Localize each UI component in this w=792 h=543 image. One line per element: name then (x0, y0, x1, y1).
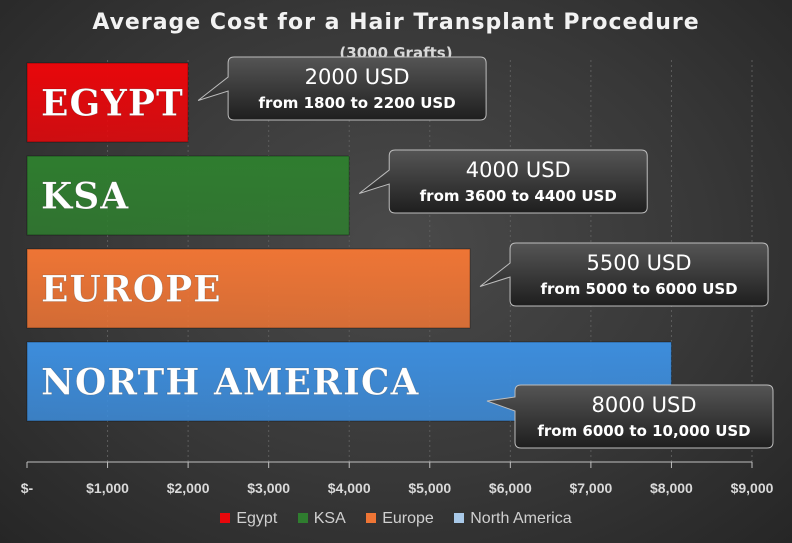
legend-label-egypt: Egypt (236, 510, 278, 527)
legend-label-north-america: North America (470, 510, 572, 527)
callout-value-europe: 5500 USD (587, 251, 692, 275)
legend-label-europe: Europe (382, 510, 434, 527)
x-tick-label-3000: $3,000 (247, 480, 290, 496)
bar-label-egypt: EGYPT (41, 83, 184, 125)
callout-egypt (197, 56, 487, 121)
callout-value-egypt: 2000 USD (305, 65, 410, 89)
legend-item-north-america: North America (454, 510, 572, 528)
callout-north-america (486, 384, 774, 449)
legend-item-ksa: KSA (297, 510, 346, 528)
bar-ksa (26, 155, 350, 236)
x-tick-label-5000: $5,000 (408, 480, 451, 496)
x-tick-label-7000: $7,000 (569, 480, 612, 496)
legend-label-ksa: KSA (313, 510, 346, 527)
callout-range-ksa: from 3600 to 4400 USD (420, 187, 617, 205)
legend-swatch-europe (366, 512, 377, 523)
bar-europe (26, 248, 471, 329)
x-tick-label-9000: $9,000 (731, 480, 774, 496)
legend-item-europe: Europe (366, 510, 434, 528)
callout-value-ksa: 4000 USD (466, 158, 571, 182)
bar-label-europe: EUROPE (41, 269, 222, 311)
x-tick-label-6000: $6,000 (489, 480, 532, 496)
x-tick-label-4000: $4,000 (328, 480, 371, 496)
legend-swatch-egypt (220, 512, 231, 523)
bar-egypt (26, 62, 189, 143)
x-tick-label-2000: $2,000 (167, 480, 210, 496)
callout-europe (479, 242, 769, 307)
chart-legend: Egypt KSA Europe North America (0, 510, 792, 528)
callout-range-egypt: from 1800 to 2200 USD (259, 94, 456, 112)
x-tick-label-8000: $8,000 (650, 480, 693, 496)
callout-ksa (358, 149, 648, 214)
bar-label-north-america: NORTH AMERICA (41, 362, 420, 404)
callout-range-north-america: from 6000 to 10,000 USD (537, 422, 750, 440)
legend-swatch-ksa (297, 512, 308, 523)
chart-title: Average Cost for a Hair Transplant Proce… (92, 10, 700, 35)
bar-label-ksa: KSA (41, 176, 129, 218)
x-tick-label-1000: $1,000 (86, 480, 129, 496)
legend-item-egypt: Egypt (220, 510, 277, 528)
legend-swatch-north-america (454, 512, 465, 523)
callout-value-north-america: 8000 USD (592, 393, 697, 417)
x-tick-label-0: $- (21, 480, 34, 496)
callout-range-europe: from 5000 to 6000 USD (540, 280, 737, 298)
